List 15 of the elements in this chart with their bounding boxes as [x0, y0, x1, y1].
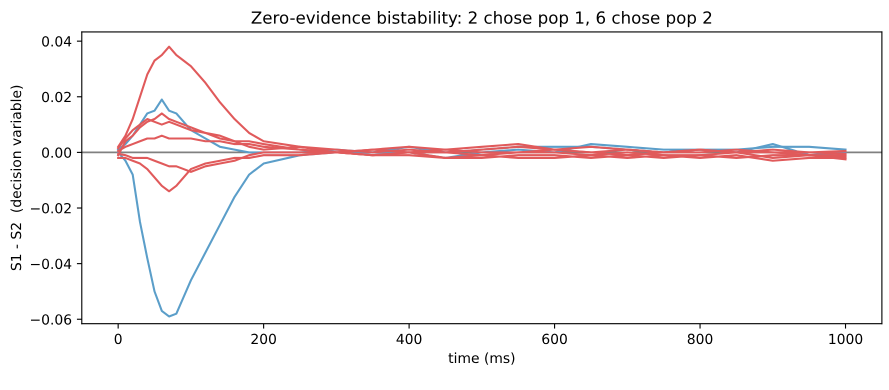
- x-tick-label: 1000: [829, 334, 862, 344]
- y-tick-label: 0.04: [42, 36, 72, 47]
- y-tick-label: −0.06: [30, 314, 72, 325]
- x-tick-label: 400: [396, 334, 422, 344]
- y-axis-title: S1 - S2 (decision variable): [10, 86, 23, 270]
- x-tick-label: 0: [114, 334, 122, 344]
- x-tick-label: 600: [542, 334, 567, 344]
- y-tick-label: 0.02: [42, 92, 71, 102]
- y-tick-label: −0.04: [30, 258, 72, 270]
- x-axis-title: time (ms): [448, 352, 514, 365]
- x-tick-label: 800: [688, 334, 712, 344]
- y-tick-label: −0.02: [30, 202, 71, 214]
- y-tick-label: 0.00: [42, 147, 72, 158]
- chart-title: Zero-evidence bistability: 2 chose pop 1, 6 chose pop 2: [252, 10, 712, 28]
- x-tick-label: 200: [251, 334, 276, 344]
